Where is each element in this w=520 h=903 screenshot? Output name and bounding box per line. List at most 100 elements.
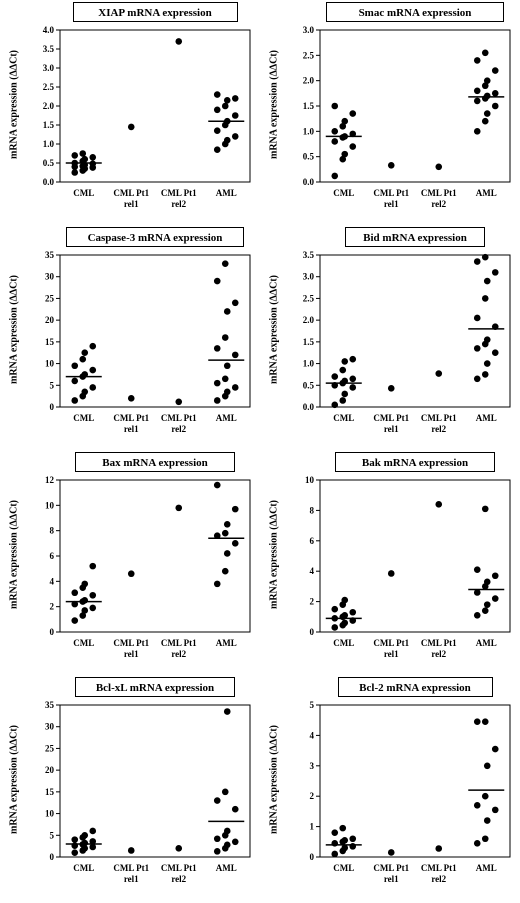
data-point [341,619,349,627]
y-tick-label: 15 [45,337,55,347]
x-category-label: rel1 [124,424,139,434]
data-point [473,840,481,847]
plot-frame [319,254,511,408]
x-category-label: CML [73,413,94,423]
x-category-label: rel1 [124,649,139,659]
y-tick-label: 10 [45,809,55,819]
chart-panel-7: 0 1 2 3 4 5 CML CML Pt1 rel1 CML Pt1 rel2 AML Bcl-2 … [260,675,520,900]
data-point [71,600,79,608]
y-tick-label: 0.5 [43,158,55,168]
data-point [223,136,231,144]
data-point [127,123,135,131]
data-point [483,601,491,608]
y-tick-label: 0 [50,402,55,412]
chart-panel-4: 0 2 4 6 8 10 12 CML CML Pt1 rel1 CML Pt1 rel2 AML Bax… [0,450,260,675]
data-point [483,92,491,100]
x-category-label: CML Pt1 [161,638,197,648]
data-point [81,597,89,604]
x-category-label: AML [216,188,237,198]
y-tick-label: 25 [45,743,55,753]
y-tick-label: 3.0 [303,272,315,282]
plot-frame [59,479,251,633]
y-tick-label: 10 [45,359,55,369]
y-tick-label: 0.0 [43,177,55,187]
plot-frame [319,479,511,633]
data-point [127,847,135,854]
data-point [331,373,339,380]
data-point [331,138,339,145]
data-point [213,848,221,855]
data-point [175,38,183,45]
y-tick-label: 1.0 [43,139,55,149]
x-category-label: CML Pt1 [373,863,409,873]
data-point [483,762,491,770]
y-tick-label: 5 [50,830,55,840]
data-point [387,385,395,392]
x-category-label: CML [73,863,94,873]
data-point [491,67,499,74]
data-point [81,831,89,839]
y-axis-label: mRNA expression (ΔΔCt) [268,50,280,160]
y-tick-label: 10 [305,475,315,485]
x-category-label: CML Pt1 [373,413,409,423]
y-tick-label: 0 [310,627,315,637]
data-point [339,824,347,832]
data-point [213,277,221,285]
data-point [339,155,347,163]
data-point [349,843,357,850]
data-point [221,567,229,575]
data-point [435,501,443,508]
data-point [473,314,481,322]
x-category-label: CML Pt1 [373,188,409,198]
x-category-label: CML Pt1 [421,413,457,423]
x-category-label: rel1 [384,874,399,884]
data-point [481,792,489,800]
plot-frame [59,29,251,183]
y-tick-label: 1.5 [43,120,55,130]
y-tick-label: 0.5 [303,152,315,162]
y-tick-label: 5 [310,700,315,710]
data-point [473,375,481,383]
data-point [435,163,443,171]
data-point [213,835,221,843]
data-point [349,375,357,383]
x-category-label: CML Pt1 [113,188,149,198]
data-point [127,395,135,402]
data-point [231,299,239,307]
data-point [483,360,491,367]
x-category-label: rel2 [431,199,446,209]
y-tick-label: 5 [50,380,55,390]
chart-title: Bak mRNA expression [335,452,495,472]
y-tick-label: 4.0 [43,25,55,35]
data-point [221,102,229,110]
data-point [339,397,347,404]
data-point [231,351,239,359]
data-point [341,117,349,125]
data-point [481,505,489,513]
data-point [89,827,97,835]
y-axis-label: mRNA expression (ΔΔCt) [8,500,20,610]
data-point [89,366,97,374]
y-tick-label: 3.5 [303,250,315,260]
y-tick-label: 0.0 [303,177,315,187]
data-point [491,269,499,276]
chart-title: Caspase-3 mRNA expression [66,227,244,247]
x-category-label: CML Pt1 [113,638,149,648]
data-point [387,570,395,577]
data-point [231,838,239,846]
y-axis-label: mRNA expression (ΔΔCt) [8,275,20,385]
data-point [89,342,97,350]
data-point [213,146,221,153]
data-point [341,844,349,852]
data-point [387,161,395,169]
y-tick-label: 0 [310,852,315,862]
data-point [483,817,491,824]
y-tick-label: 1 [310,822,315,832]
y-tick-label: 1.0 [303,359,315,369]
plot-frame [59,704,251,858]
x-category-label: rel2 [431,424,446,434]
data-point [331,128,339,135]
data-point [491,349,499,357]
